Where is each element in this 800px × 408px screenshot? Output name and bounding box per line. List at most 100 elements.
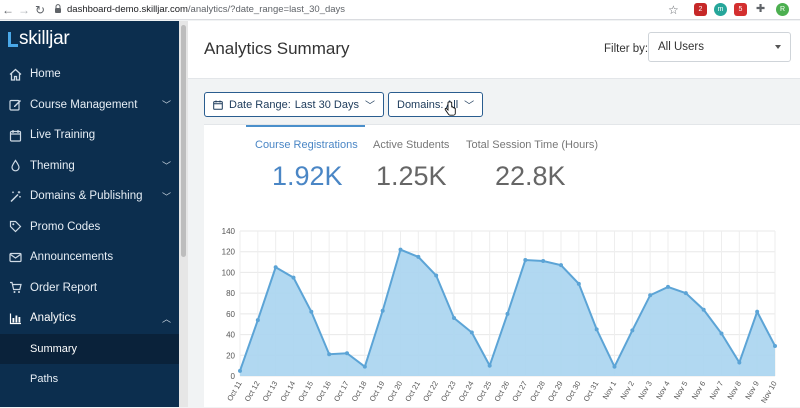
skilljar-logo[interactable]: skilljar: [8, 28, 70, 50]
address-bar[interactable]: dashboard-demo.skilljar.com /analytics/?…: [54, 3, 345, 16]
sidebar-item-home[interactable]: Home: [0, 59, 179, 90]
metric-tab-total-session-time[interactable]: Total Session Time (Hours): [466, 139, 599, 151]
data-point[interactable]: [398, 247, 403, 252]
forward-icon[interactable]: →: [18, 2, 30, 17]
sidebar-subitem-summary[interactable]: Summary: [0, 333, 179, 364]
x-tick-label: Oct 19: [368, 380, 387, 404]
sidebar-item-label: Announcements: [30, 251, 114, 264]
data-point[interactable]: [345, 351, 349, 356]
extension-3-icon[interactable]: 5: [734, 3, 747, 16]
scrollbar-thumb[interactable]: [181, 25, 186, 257]
data-point[interactable]: [291, 275, 296, 280]
data-point[interactable]: [648, 293, 653, 298]
data-point[interactable]: [487, 363, 492, 368]
sidebar-item-live-training[interactable]: Live Training: [0, 120, 179, 151]
x-tick-label: Oct 11: [225, 380, 244, 403]
x-tick-label: Oct 16: [314, 380, 333, 404]
chevron-down-icon: ﹀: [161, 161, 171, 172]
data-point[interactable]: [434, 273, 439, 278]
lock-icon: [54, 3, 62, 16]
extensions-puzzle-icon[interactable]: ✚: [756, 3, 766, 15]
data-point[interactable]: [541, 259, 546, 264]
y-tick-label: 40: [226, 331, 235, 340]
data-point[interactable]: [273, 265, 278, 270]
metric-tab-course-registrations[interactable]: Course Registrations: [255, 139, 358, 151]
data-point[interactable]: [416, 254, 421, 259]
sidebar-item-label: Course Management: [30, 98, 138, 111]
x-tick-label: Nov 10: [759, 380, 779, 405]
domains-button[interactable]: Domains: All ﹀: [388, 92, 484, 117]
data-point[interactable]: [523, 258, 528, 262]
x-tick-label: Nov 7: [708, 380, 726, 401]
profile-avatar[interactable]: R: [776, 3, 789, 16]
chevron-down-icon: ﹀: [464, 101, 475, 112]
data-point[interactable]: [576, 281, 581, 286]
metric-value-total-session-time: 22.8K: [495, 161, 566, 191]
data-point[interactable]: [737, 360, 742, 365]
y-tick-label: 80: [226, 289, 235, 298]
bookmark-star-icon[interactable]: ☆: [668, 3, 679, 17]
data-point[interactable]: [255, 318, 260, 323]
x-tick-label: Nov 6: [690, 379, 708, 400]
metric-value-course-registrations: 1.92K: [272, 161, 343, 191]
sidebar-scrollbar[interactable]: [179, 21, 188, 407]
data-point[interactable]: [683, 291, 688, 296]
y-tick-label: 60: [226, 310, 235, 319]
data-point[interactable]: [505, 311, 510, 316]
data-point[interactable]: [719, 331, 724, 336]
chevron-down-icon: ﹀: [161, 191, 171, 202]
extension-1-icon[interactable]: 2: [694, 3, 707, 16]
x-tick-label: Nov 8: [725, 380, 743, 401]
data-point[interactable]: [362, 364, 367, 369]
sidebar-item-order-report[interactable]: Order Report: [0, 273, 179, 304]
x-tick-label: Oct 30: [564, 380, 583, 404]
data-point[interactable]: [755, 309, 760, 314]
data-point[interactable]: [469, 330, 474, 335]
extension-2-icon[interactable]: m: [714, 3, 727, 16]
data-point[interactable]: [309, 309, 314, 314]
data-point[interactable]: [666, 284, 670, 289]
envelope-icon: [8, 250, 22, 264]
sidebar-item-course-management[interactable]: Course Management ﹀: [0, 90, 179, 121]
data-point[interactable]: [452, 316, 456, 320]
x-tick-label: Nov 1: [601, 380, 619, 401]
reload-icon[interactable]: ↻: [34, 2, 46, 17]
x-tick-label: Nov 2: [618, 380, 636, 401]
cart-icon: [8, 281, 22, 295]
date-range-button[interactable]: Date Range: Last 30 Days ﹀: [204, 92, 384, 117]
data-point[interactable]: [773, 343, 777, 348]
wand-icon: [8, 189, 22, 203]
chevron-down-icon: ﹀: [161, 100, 171, 111]
x-tick-label: Oct 20: [385, 380, 404, 404]
x-tick-label: Oct 25: [475, 380, 494, 404]
data-point[interactable]: [630, 328, 635, 333]
data-point[interactable]: [238, 368, 242, 373]
sidebar-subitem-label: Paths: [30, 373, 59, 386]
x-tick-label: Oct 22: [421, 380, 440, 404]
url-host: dashboard-demo.skilljar.com: [67, 4, 188, 15]
metric-tab-active-students[interactable]: Active Students: [373, 139, 450, 151]
sidebar-item-label: Order Report: [30, 281, 98, 294]
sidebar-item-analytics[interactable]: Analytics ︿: [0, 303, 179, 334]
user-filter-select[interactable]: All Users: [648, 32, 791, 62]
data-point[interactable]: [701, 307, 706, 312]
y-tick-label: 0: [231, 372, 236, 381]
sidebar-item-domains-publishing[interactable]: Domains & Publishing ﹀: [0, 181, 179, 212]
sidebar-item-label: Home: [30, 68, 61, 81]
back-icon[interactable]: ←: [2, 2, 14, 17]
data-point[interactable]: [612, 364, 617, 369]
sidebar-item-theming[interactable]: Theming ﹀: [0, 151, 179, 182]
sidebar-item-announcements[interactable]: Announcements: [0, 242, 179, 273]
y-tick-label: 100: [222, 268, 236, 277]
sidebar-nav: Home Course Management ﹀ Live Training: [0, 59, 179, 395]
data-point[interactable]: [327, 352, 332, 357]
data-point[interactable]: [380, 308, 385, 313]
analytics-card: Course Registrations Active Students Tot…: [204, 124, 800, 407]
data-point[interactable]: [594, 327, 599, 332]
sidebar-item-promo-codes[interactable]: Promo Codes: [0, 212, 179, 243]
mouse-cursor-icon: [444, 101, 456, 122]
sidebar-subitem-paths[interactable]: Paths: [0, 364, 179, 395]
x-tick-label: Nov 9: [743, 380, 761, 401]
data-point[interactable]: [559, 263, 563, 268]
